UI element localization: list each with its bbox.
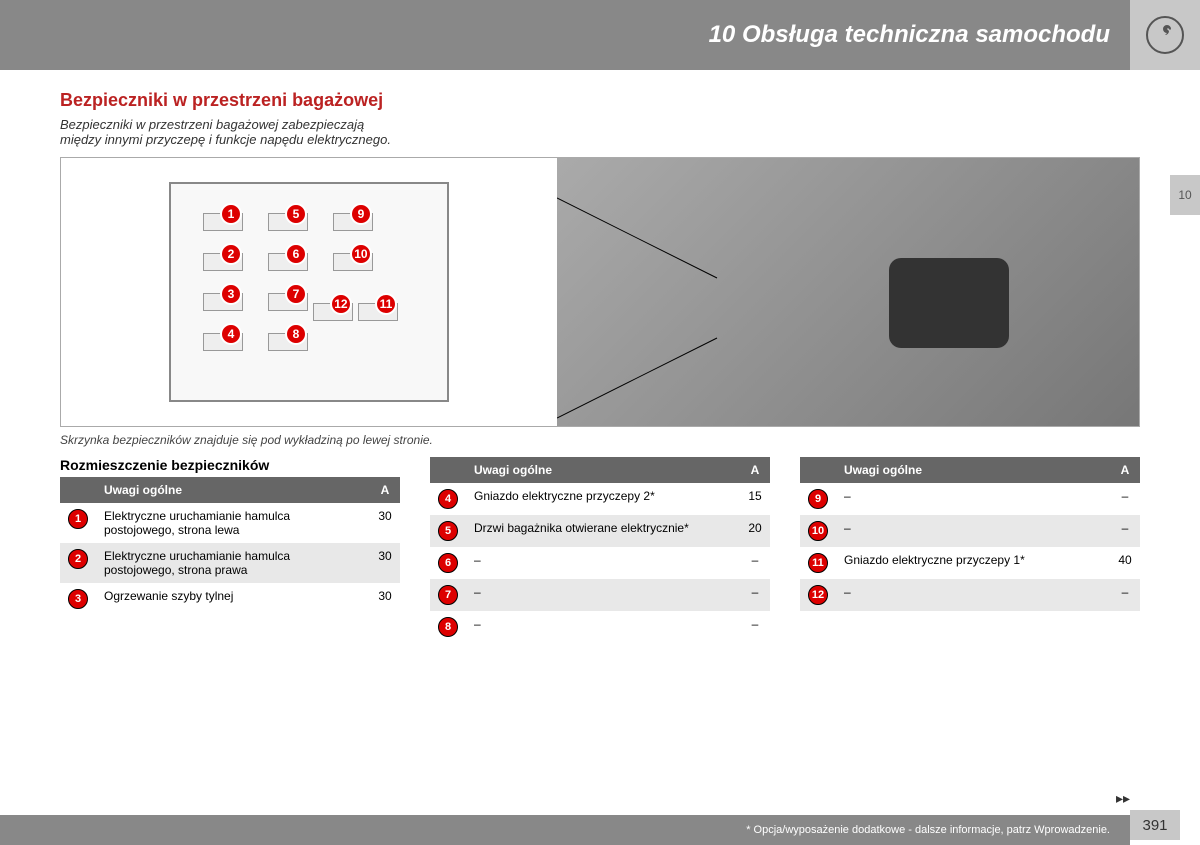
fuse-marker-1: 1 (220, 203, 242, 225)
fuse-amperage: – (1110, 579, 1140, 611)
table-row: 1 Elektryczne uruchamianie hamulca postoj… (60, 503, 400, 543)
fuse-description: Elektryczne uruchamianie hamulca postojo… (96, 503, 370, 543)
fuse-amperage: – (1110, 483, 1140, 515)
fuse-number-9: 9 (808, 489, 828, 509)
fuse-description: – (466, 611, 740, 643)
table-row: 10–– (800, 515, 1140, 547)
fuse-marker-10: 10 (350, 243, 372, 265)
fuse-number-2: 2 (68, 549, 88, 569)
fuse-number-1: 1 (68, 509, 88, 529)
wrench-icon (1145, 15, 1185, 55)
fuse-marker-2: 2 (220, 243, 242, 265)
fuse-diagram: 123456789101112 (60, 157, 1140, 427)
fuse-description: – (836, 579, 1110, 611)
fuse-amperage: – (740, 547, 770, 579)
fuse-description: Gniazdo elektryczne przyczepy 2* (466, 483, 740, 515)
fuse-number-3: 3 (68, 589, 88, 609)
fuse-description: Elektryczne uruchamianie hamulca postojo… (96, 543, 370, 583)
fuse-marker-3: 3 (220, 283, 242, 305)
fuse-description: Drzwi bagażnika otwierane elektrycznie* (466, 515, 740, 547)
table-row: 7–– (430, 579, 770, 611)
footer-bar: * Opcja/wyposażenie dodatkowe - dalsze i… (0, 815, 1130, 845)
section-title: Bezpieczniki w przestrzeni bagażowej (60, 90, 1140, 111)
fuse-amperage: – (740, 579, 770, 611)
fuse-number-10: 10 (808, 521, 828, 541)
fuse-amperage: 30 (370, 543, 400, 583)
fuse-amperage: 40 (1110, 547, 1140, 579)
table-row: 2 Elektryczne uruchamianie hamulca postoj… (60, 543, 400, 583)
fuse-number-6: 6 (438, 553, 458, 573)
fuse-description: – (836, 515, 1110, 547)
fuse-number-4: 4 (438, 489, 458, 509)
fuse-number-12: 12 (808, 585, 828, 605)
fuse-description: Gniazdo elektryczne przyczepy 1* (836, 547, 1110, 579)
fuse-marker-9: 9 (350, 203, 372, 225)
table-row: 4 Gniazdo elektryczne przyczepy 2*15 (430, 483, 770, 515)
trunk-photo (557, 158, 1139, 426)
fuse-marker-4: 4 (220, 323, 242, 345)
continue-indicator: ▸▸ (1116, 790, 1130, 807)
footnote: * Opcja/wyposażenie dodatkowe - dalsze i… (746, 824, 1110, 836)
fuse-description: – (836, 483, 1110, 515)
fuse-number-7: 7 (438, 585, 458, 605)
table-row: 12–– (800, 579, 1140, 611)
intro-text: Bezpieczniki w przestrzeni bagażowej zab… (60, 117, 400, 147)
table-row: 6–– (430, 547, 770, 579)
fuse-marker-5: 5 (285, 203, 307, 225)
table-row: 8–– (430, 611, 770, 643)
table-row: 5 Drzwi bagażnika otwierane elektrycznie*… (430, 515, 770, 547)
fuse-table-1: Uwagi ogólneA 1Elektryczne uruchamianie … (60, 477, 400, 615)
fuse-amperage: – (740, 611, 770, 643)
fuse-table-3: Uwagi ogólneA 9––10––11Gniazdo elektrycz… (800, 457, 1140, 611)
fuse-table-2: Uwagi ogólneA 4Gniazdo elektryczne przyc… (430, 457, 770, 643)
fuse-marker-12: 12 (330, 293, 352, 315)
fuse-amperage: 30 (370, 503, 400, 543)
side-tab: 10 (1170, 175, 1200, 215)
fuse-amperage: 30 (370, 583, 400, 615)
fuse-amperage: 15 (740, 483, 770, 515)
fuse-marker-7: 7 (285, 283, 307, 305)
page-number: 391 (1130, 810, 1180, 840)
wrench-icon-box (1130, 0, 1200, 70)
fuse-number-8: 8 (438, 617, 458, 637)
table-row: 11 Gniazdo elektryczne przyczepy 1*40 (800, 547, 1140, 579)
table-subtitle: Rozmieszczenie bezpieczników (60, 457, 400, 473)
fuse-panel-location (889, 258, 1009, 348)
table-row: 3 Ogrzewanie szyby tylnej30 (60, 583, 400, 615)
fuse-number-11: 11 (808, 553, 828, 573)
table-row: 9–– (800, 483, 1140, 515)
fuse-description: – (466, 579, 740, 611)
fuse-schematic: 123456789101112 (169, 182, 449, 402)
fuse-number-5: 5 (438, 521, 458, 541)
fuse-description: – (466, 547, 740, 579)
fuse-marker-11: 11 (375, 293, 397, 315)
fuse-amperage: 20 (740, 515, 770, 547)
diagram-caption: Skrzynka bezpieczników znajduje się pod … (60, 433, 1140, 447)
fuse-description: Ogrzewanie szyby tylnej (96, 583, 370, 615)
chapter-title: 10 Obsługa techniczna samochodu (709, 21, 1110, 49)
fuse-marker-6: 6 (285, 243, 307, 265)
fuse-marker-8: 8 (285, 323, 307, 345)
fuse-amperage: – (1110, 515, 1140, 547)
